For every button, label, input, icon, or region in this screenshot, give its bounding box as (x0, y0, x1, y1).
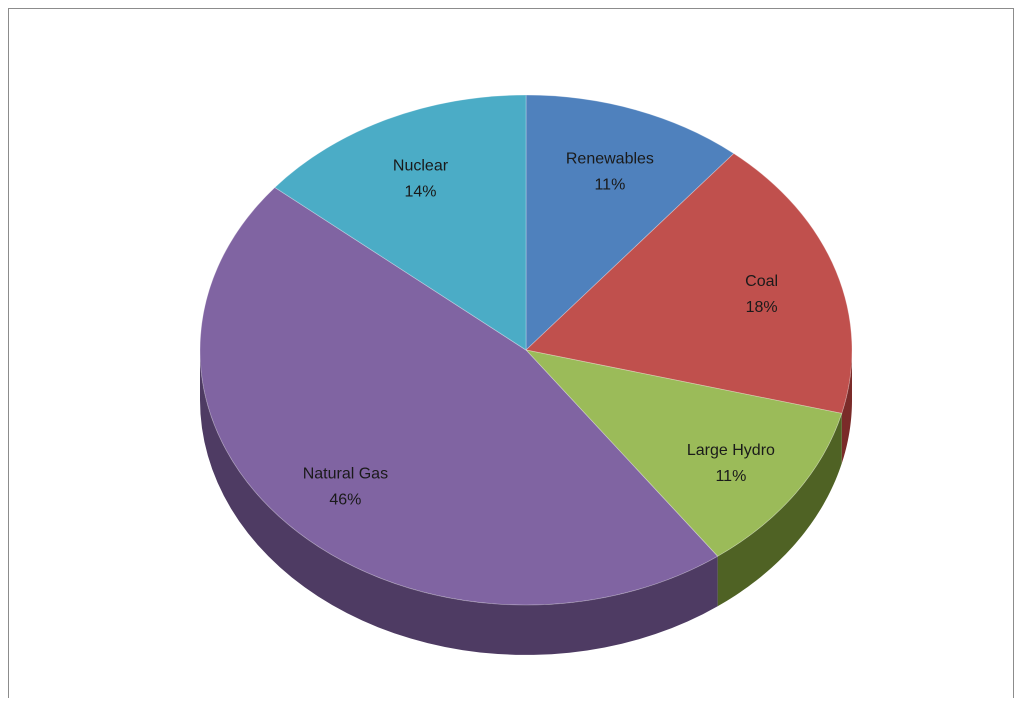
pie-side-large-hydro (717, 413, 842, 607)
slice-percent-natural-gas: 46% (329, 492, 361, 509)
pie-slice-nuclear (274, 94, 527, 351)
pie-side-natural-gas (200, 350, 718, 655)
pie-side-coal (841, 350, 852, 464)
slice-percent-renewables: 11% (594, 177, 625, 194)
pie-depth (200, 350, 852, 655)
pie-slice-natural-gas (199, 186, 719, 606)
pie-slice-large-hydro (524, 349, 843, 557)
pie-slice-coal (525, 153, 853, 414)
slice-label-nuclear: Nuclear (393, 158, 449, 175)
slice-percent-large-hydro: 11% (715, 468, 746, 485)
slice-label-large-hydro: Large Hydro (687, 442, 775, 459)
pie-slices (199, 94, 853, 606)
slice-label-natural-gas: Natural Gas (303, 466, 388, 483)
slice-label-renewables: Renewables (566, 151, 654, 168)
pie-slice-renewables (525, 94, 735, 351)
slice-label-coal: Coal (745, 273, 778, 290)
pie-labels: Renewables 11% Coal 18% Large Hydro 11% Natura… (303, 151, 778, 509)
slice-percent-coal: 18% (746, 299, 778, 316)
slice-percent-nuclear: 14% (404, 184, 436, 201)
